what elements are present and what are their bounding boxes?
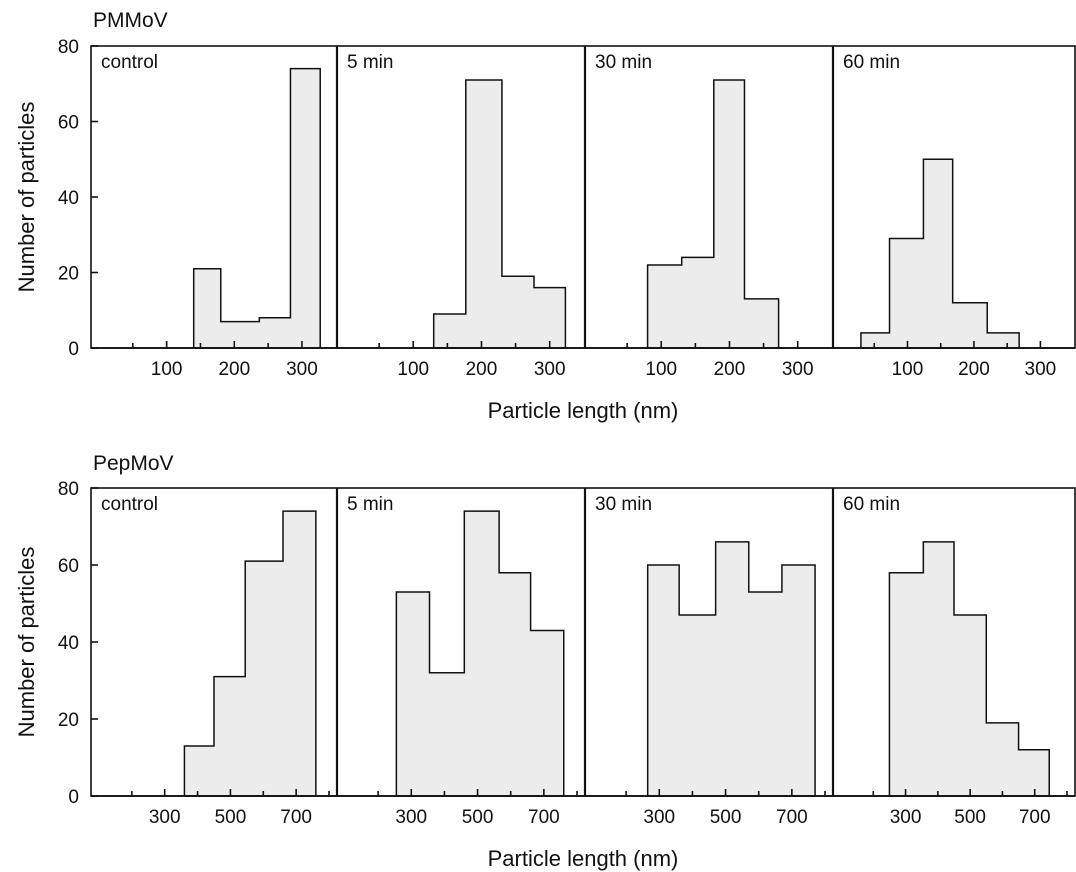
histogram <box>192 67 321 349</box>
panel-label: 30 min <box>595 52 652 73</box>
panel-30-min: 300 500 700 30 min <box>595 494 826 828</box>
histogram <box>860 158 1020 349</box>
y-tick-label: 0 <box>68 339 79 360</box>
panel-label: 5 min <box>347 52 393 73</box>
y-tick-label: 80 <box>58 479 79 500</box>
x-axis-label: Particle length (nm) <box>488 846 679 871</box>
y-tick-label: 80 <box>58 37 79 58</box>
x-tick-label: 100 <box>892 359 924 380</box>
x-tick-label: 500 <box>710 807 742 828</box>
x-tick-label: 500 <box>462 807 494 828</box>
panel-label: control <box>101 494 158 515</box>
x-tick-label: 200 <box>714 359 746 380</box>
y-tick-label: 60 <box>58 556 79 577</box>
x-tick-label: 700 <box>280 807 312 828</box>
x-tick-label: 100 <box>645 359 677 380</box>
chart-pepmov: PepMoV Number of particles 0 20 40 60 80 300 500… <box>14 452 1076 871</box>
y-tick-label: 40 <box>58 633 79 654</box>
histogram <box>888 541 1050 797</box>
panel-5-min: 100 200 300 5 min <box>347 52 567 380</box>
y-tick-label: 0 <box>68 787 79 808</box>
histogram <box>395 510 565 797</box>
x-tick-label: 300 <box>395 807 427 828</box>
x-tick-label: 300 <box>1025 359 1057 380</box>
x-tick-label: 500 <box>215 807 247 828</box>
y-axis-label: Number of particles <box>14 547 39 738</box>
panel-control: 300 500 700 control <box>101 494 330 828</box>
x-tick-label: 700 <box>776 807 808 828</box>
x-tick-label: 500 <box>954 807 986 828</box>
chart-title: PMMoV <box>93 9 168 32</box>
panel-label: 5 min <box>347 494 393 515</box>
x-axis-label: Particle length (nm) <box>488 398 679 423</box>
histogram <box>432 79 567 349</box>
x-tick-label: 300 <box>534 359 566 380</box>
panel-label: 30 min <box>595 494 652 515</box>
x-tick-label: 200 <box>466 359 498 380</box>
histogram <box>183 510 317 797</box>
panel-5-min: 300 500 700 5 min <box>347 494 578 828</box>
y-tick-label: 20 <box>58 710 79 731</box>
panel-60-min: 100 200 300 60 min <box>843 52 1056 380</box>
y-tick-label: 20 <box>58 264 79 285</box>
panel-label: 60 min <box>843 52 900 73</box>
y-axis-label: Number of particles <box>14 102 39 293</box>
x-tick-label: 300 <box>149 807 181 828</box>
x-tick-label: 300 <box>890 807 922 828</box>
panel-label: control <box>101 52 158 73</box>
x-tick-label: 700 <box>1019 807 1051 828</box>
x-tick-label: 200 <box>218 359 250 380</box>
x-tick-label: 100 <box>151 359 183 380</box>
panel-30-min: 100 200 300 30 min <box>595 52 814 380</box>
y-tick-label: 40 <box>58 188 79 209</box>
histogram <box>646 79 780 349</box>
x-tick-label: 700 <box>528 807 560 828</box>
chart-pmmov: PMMoV Number of particles 0 20 40 60 80 100 200 3… <box>14 9 1076 423</box>
x-tick-label: 300 <box>643 807 675 828</box>
histogram <box>646 541 816 797</box>
x-tick-label: 300 <box>782 359 814 380</box>
x-tick-label: 100 <box>397 359 429 380</box>
x-tick-label: 300 <box>286 359 318 380</box>
chart-title: PepMoV <box>93 452 174 475</box>
y-tick-label: 60 <box>58 113 79 134</box>
x-tick-label: 200 <box>958 359 990 380</box>
panel-label: 60 min <box>843 494 900 515</box>
panel-control: 100 200 300 control <box>101 52 321 380</box>
panel-60-min: 300 500 700 60 min <box>843 494 1068 828</box>
